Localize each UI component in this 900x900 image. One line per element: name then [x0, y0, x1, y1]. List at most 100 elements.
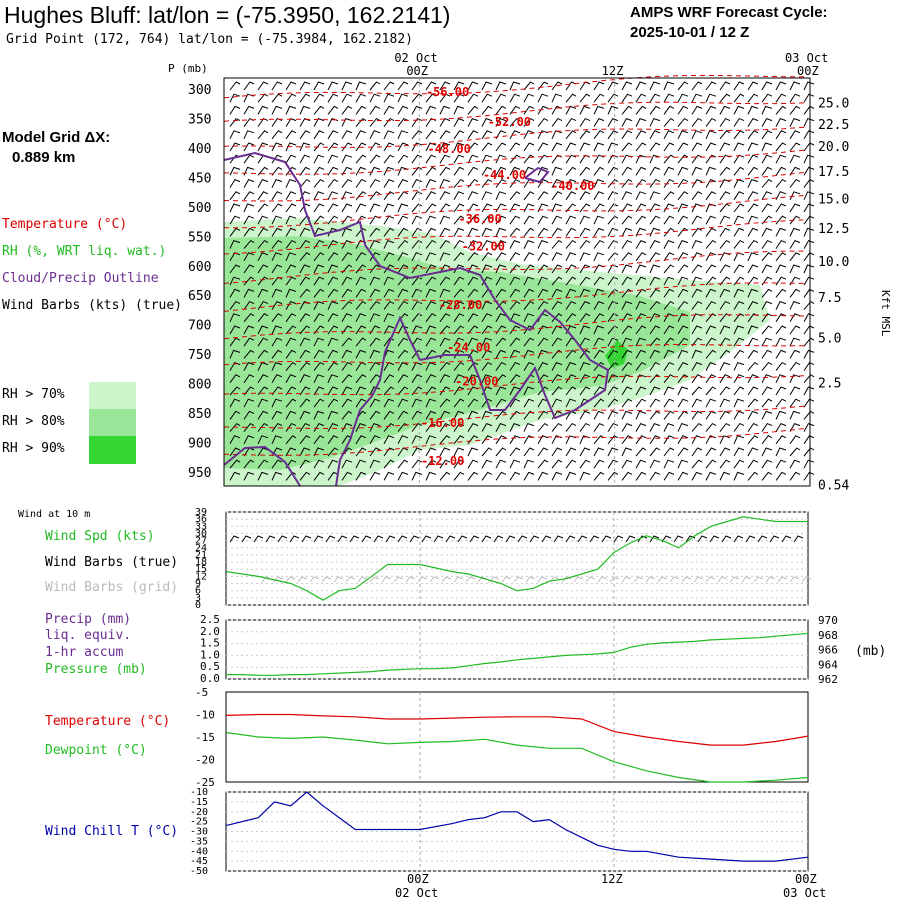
wind-tick-label: 36: [195, 514, 207, 525]
wind-barb-true: [265, 535, 276, 543]
wind-barb: [313, 349, 325, 359]
wind-barb: [537, 227, 549, 237]
wind-barb: [355, 178, 367, 188]
wind-barb: [775, 349, 787, 359]
wind-barb: [593, 410, 605, 420]
wind-barb: [803, 93, 815, 103]
wind-barb: [313, 422, 325, 432]
wind-barb: [663, 81, 675, 91]
wind-barb: [299, 264, 311, 274]
wind-barb: [411, 203, 423, 213]
wind-barb: [663, 459, 675, 469]
wind-barb: [257, 349, 269, 359]
wind-barb: [635, 252, 647, 262]
wind-barb: [803, 117, 815, 127]
wind-barb: [635, 215, 647, 225]
wind-barb: [495, 459, 507, 469]
wind-barb: [383, 337, 395, 347]
wind-barb: [663, 154, 675, 164]
wind-barb: [705, 239, 717, 249]
wind-barb: [789, 374, 801, 384]
wind-barb: [383, 264, 395, 274]
wind-barb: [495, 422, 507, 432]
wind-barb-grid: [405, 576, 416, 583]
wind-barb-grid: [285, 576, 296, 583]
wind-barb: [383, 154, 395, 164]
wind-barb: [243, 166, 255, 176]
wind-barb-true: [445, 535, 456, 543]
wind-barb: [229, 142, 241, 152]
wind-barb-true: [361, 535, 372, 543]
wind-barb: [439, 422, 451, 432]
wind-barb: [635, 374, 647, 384]
wind-barb: [649, 166, 661, 176]
wind-barb: [299, 447, 311, 457]
wind-barb: [565, 300, 577, 310]
wind-barb: [705, 142, 717, 152]
wind-barb: [747, 166, 759, 176]
isotherm-label: -48.00: [427, 142, 470, 156]
wind-barb: [341, 203, 353, 213]
wind-barb: [523, 459, 535, 469]
wind-barb: [285, 142, 297, 152]
wind-barb: [509, 203, 521, 213]
wind-barb: [271, 410, 283, 420]
wind-barb: [271, 471, 283, 481]
wind-barb: [439, 93, 451, 103]
wind-tick-label: 6: [195, 586, 201, 597]
wind-barb: [593, 239, 605, 249]
wind-barb: [481, 239, 493, 249]
wind-barb: [229, 252, 241, 262]
wind-barb: [243, 337, 255, 347]
wind-barb: [327, 313, 339, 323]
wind-barb-true: [781, 535, 792, 543]
wind-barb: [691, 264, 703, 274]
wind-barb: [803, 386, 815, 396]
wind-barb: [285, 325, 297, 335]
wind-barb: [803, 130, 815, 140]
wind-barb: [327, 447, 339, 457]
wind-barb: [677, 264, 689, 274]
wind-barb: [495, 276, 507, 286]
isotherm-line: [223, 250, 805, 284]
wind-barb: [649, 215, 661, 225]
wind-barb: [285, 374, 297, 384]
wind-barb: [271, 166, 283, 176]
wind-barb: [705, 288, 717, 298]
wind-barb: [257, 374, 269, 384]
wind-barb-grid: [753, 576, 764, 583]
wind-barb: [411, 374, 423, 384]
wind-barb: [257, 215, 269, 225]
wind-barb: [649, 300, 661, 310]
wind-barb-grid: [657, 576, 668, 583]
wind-barb: [453, 435, 465, 445]
wind-barb: [691, 300, 703, 310]
wind-barb: [327, 81, 339, 91]
wind-barb: [565, 105, 577, 115]
wind-barb: [523, 471, 535, 481]
wind-barb: [383, 288, 395, 298]
wind-barb: [369, 276, 381, 286]
wind-barb: [761, 313, 773, 323]
wind-barb: [355, 374, 367, 384]
wind-barb: [691, 166, 703, 176]
wind-barb: [607, 154, 619, 164]
wind-barb: [607, 239, 619, 249]
rh90-region: [605, 340, 628, 368]
wind-barb: [607, 447, 619, 457]
isotherm-label: -44.00: [483, 168, 526, 182]
isotherm-line: [223, 149, 805, 175]
wind-barb-true: [409, 535, 420, 543]
wind-barb: [369, 105, 381, 115]
wind-barb: [775, 325, 787, 335]
wind-barb: [257, 191, 269, 201]
wind-barb: [439, 105, 451, 115]
wind-barb: [621, 203, 633, 213]
wind-barb: [243, 252, 255, 262]
wind-barb: [761, 459, 773, 469]
wind-barb: [229, 337, 241, 347]
wind-barb: [341, 166, 353, 176]
wind-barb: [789, 142, 801, 152]
wind-barb: [285, 203, 297, 213]
wind-barb: [565, 264, 577, 274]
